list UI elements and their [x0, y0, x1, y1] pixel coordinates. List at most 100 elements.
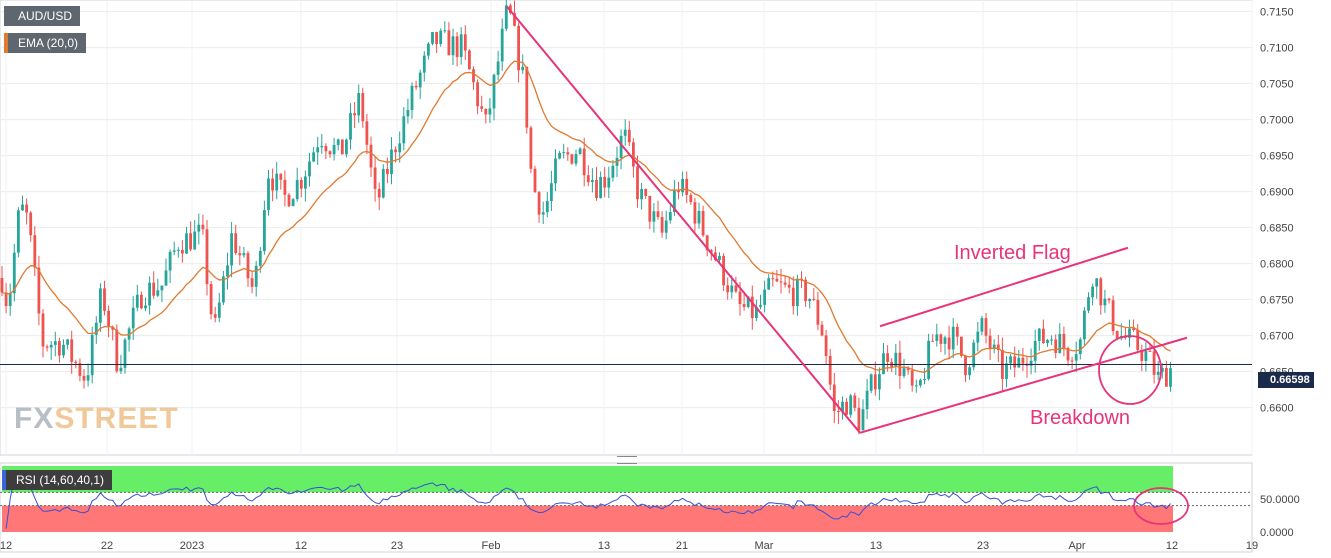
candle-body: [1111, 300, 1115, 332]
candle-body: [140, 294, 143, 309]
time-tick-label: Feb: [482, 540, 501, 552]
time-tick-label: 12: [0, 540, 12, 552]
candle-body: [324, 145, 328, 152]
candle-body: [447, 30, 451, 56]
time-tick-label: 2023: [180, 540, 204, 552]
candle-body: [455, 36, 459, 58]
candle-body: [357, 93, 361, 116]
time-tick-label: 23: [977, 540, 989, 552]
candle-body: [41, 313, 45, 347]
candle-body: [964, 355, 967, 376]
rsi-tick-label: 0.0000: [1260, 527, 1294, 539]
candle-body: [119, 367, 123, 372]
candle-body: [660, 217, 664, 233]
candle-body: [250, 278, 254, 287]
candle-body: [1058, 333, 1062, 353]
candle-body: [74, 361, 78, 364]
candle-body: [53, 341, 57, 345]
candle-body: [832, 384, 836, 411]
candle-body: [152, 282, 156, 296]
candle-body: [45, 346, 49, 348]
candle-body: [767, 278, 771, 290]
candle-body: [201, 224, 205, 230]
candle-body: [1037, 328, 1041, 341]
candle-body: [673, 189, 676, 213]
candle-body: [619, 135, 623, 158]
price-tick-label: 0.7100: [1260, 43, 1294, 55]
candle-body: [168, 251, 172, 271]
candle-body: [463, 34, 467, 51]
candle-body: [181, 249, 184, 254]
candle-body: [144, 305, 147, 309]
candle-body: [451, 36, 455, 56]
time-tick-label: Mar: [755, 540, 774, 552]
candle-body: [566, 152, 570, 155]
candle-body: [1062, 333, 1066, 348]
candle-body: [70, 339, 74, 362]
candle-body: [1099, 278, 1103, 306]
candle-body: [295, 179, 299, 200]
rsi-line: [5, 472, 1171, 529]
rsi-legend[interactable]: RSI (14,60,40,1): [2, 470, 113, 490]
candle-body: [418, 72, 422, 88]
candle-body: [304, 176, 307, 189]
candle-body: [894, 352, 898, 367]
trendline-flag-resistance: [879, 246, 1129, 328]
price-tick-label: 0.7000: [1260, 115, 1294, 127]
ema-legend[interactable]: EMA (20,0): [4, 33, 87, 53]
candle-body: [427, 43, 430, 56]
candle-body: [86, 375, 90, 381]
candle-body: [131, 307, 135, 329]
candle-body: [115, 329, 119, 372]
candle-body: [1054, 339, 1058, 353]
fxstreet-watermark: FXSTREET: [14, 402, 179, 436]
trendline-downtrend: [506, 5, 861, 434]
candle-body: [4, 292, 8, 307]
candle-body: [299, 179, 303, 189]
candle-body: [193, 231, 197, 250]
candle-body: [1029, 360, 1033, 366]
candle-body: [332, 145, 336, 155]
candle-body: [763, 289, 766, 305]
rsi-highlight-circle: [1133, 487, 1189, 525]
candle-body: [623, 129, 627, 136]
candle-body: [931, 340, 935, 342]
candle-body: [992, 344, 996, 349]
candle-body: [636, 166, 639, 200]
candle-body: [783, 282, 787, 285]
candle-body: [1152, 351, 1156, 375]
candle-body: [21, 204, 24, 211]
time-tick-label: 22: [101, 540, 113, 552]
candle-body: [775, 278, 779, 282]
candle-body: [652, 211, 656, 222]
candle-body: [1033, 340, 1037, 361]
candle-body: [791, 287, 795, 307]
breakdown-highlight-circle: [1098, 335, 1162, 405]
current-price-badge: 0.66598: [1258, 372, 1314, 388]
candle-body: [759, 304, 762, 307]
rsi-oversold-zone: [2, 505, 1173, 532]
candle-body: [238, 253, 242, 256]
candle-body: [148, 282, 151, 306]
candle-body: [443, 30, 447, 32]
time-axis: 12 22 2023 12 23 Feb 13 21 Mar 13 23 Apr 12 19: [0, 540, 1258, 552]
candle-body: [709, 250, 713, 253]
symbol-label[interactable]: AUD/USD: [4, 6, 81, 26]
candle-body: [29, 212, 33, 236]
candle-body: [849, 395, 853, 415]
candle-body: [857, 407, 861, 431]
time-tick-label: 23: [391, 540, 403, 552]
candle-body: [603, 176, 607, 188]
candle-body: [714, 252, 717, 260]
candle-body: [156, 290, 160, 296]
watermark-street: STREET: [54, 402, 179, 435]
candle-body: [923, 378, 926, 380]
pane-splitter-handle[interactable]: [617, 456, 637, 464]
candle-body: [1070, 360, 1074, 362]
candle-body: [927, 340, 930, 379]
candle-body: [369, 144, 373, 168]
candle-body: [1009, 356, 1012, 364]
candle-body: [984, 318, 988, 336]
candle-body: [730, 285, 734, 293]
